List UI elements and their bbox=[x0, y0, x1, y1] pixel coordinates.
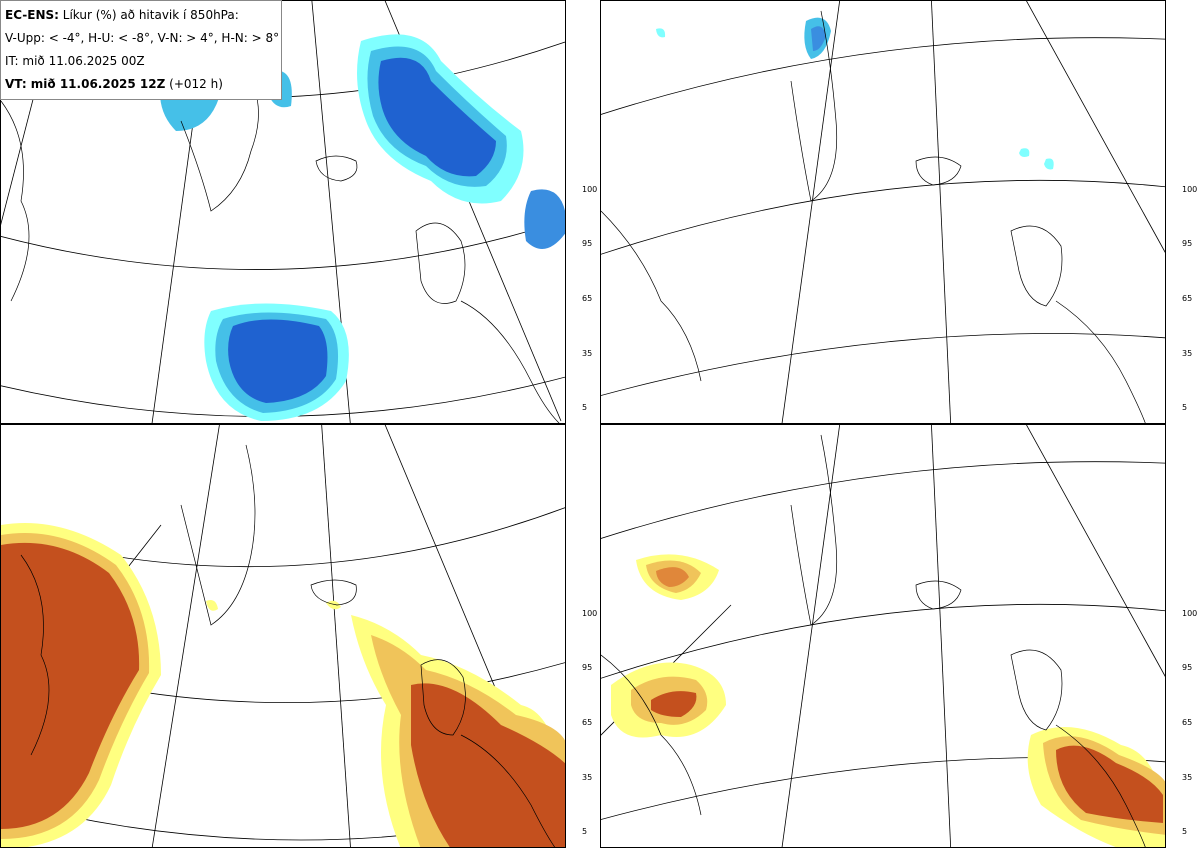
map-canvas bbox=[1, 1, 565, 423]
canada-coast bbox=[601, 210, 702, 382]
greenland-coast bbox=[180, 80, 259, 212]
colorbar-tick: 5 bbox=[582, 403, 588, 412]
map-canvas bbox=[1, 425, 565, 847]
product-name: EC-ENS: bbox=[5, 8, 59, 22]
probability-shading bbox=[160, 34, 565, 421]
colorbar-tick: 65 bbox=[582, 294, 593, 303]
colorbar-tick: 100 bbox=[582, 185, 598, 194]
map-panel-top-left bbox=[0, 0, 566, 424]
valid-time: VT: mið 11.06.2025 12Z bbox=[5, 77, 166, 91]
canada-coast bbox=[1, 100, 30, 302]
europe-coast bbox=[1055, 724, 1146, 847]
longitude-line bbox=[931, 425, 952, 847]
colorbar-tick: 5 bbox=[1182, 403, 1188, 412]
colorbar-tick: 5 bbox=[1182, 827, 1188, 836]
title-line-4: VT: mið 11.06.2025 12Z (+012 h) bbox=[5, 73, 281, 96]
coastlines bbox=[1, 80, 560, 423]
europe-coast bbox=[1055, 300, 1146, 423]
colorbar-tick: 35 bbox=[582, 773, 593, 782]
legend-line: V-Upp: < -4°, H-U: < -8°, V-N: > 4°, H-N… bbox=[5, 31, 280, 45]
map-canvas bbox=[601, 1, 1165, 423]
colorbar-tick: 95 bbox=[1182, 663, 1193, 672]
longitude-line bbox=[931, 1, 952, 423]
canada-coast bbox=[601, 654, 702, 816]
europe-coast bbox=[460, 300, 560, 423]
longitude-line bbox=[781, 425, 841, 847]
iceland-coast bbox=[915, 580, 962, 610]
colorbar-tick: 100 bbox=[1182, 185, 1198, 194]
title-line-1: EC-ENS: Líkur (%) að hitavik í 850hPa: bbox=[5, 4, 281, 27]
colorbar-tick: 95 bbox=[1182, 239, 1193, 248]
longitude-line bbox=[321, 425, 351, 847]
colorbar-tick: 65 bbox=[582, 718, 593, 727]
greenland-coast bbox=[790, 10, 837, 202]
colorbar-tick: 35 bbox=[1182, 773, 1193, 782]
coastlines bbox=[601, 10, 1146, 423]
europe-coast bbox=[460, 734, 556, 847]
iceland-coast bbox=[310, 579, 357, 606]
colorbar-tick: 95 bbox=[582, 239, 593, 248]
map-canvas bbox=[601, 425, 1165, 847]
lead-time: (+012 h) bbox=[169, 77, 223, 91]
canada-coast bbox=[20, 554, 50, 756]
latitude-line bbox=[1, 219, 565, 270]
longitude-line bbox=[151, 425, 220, 847]
colorbar-tick: 35 bbox=[1182, 349, 1193, 358]
british-isles-coast bbox=[415, 222, 466, 304]
latitude-line bbox=[601, 179, 1165, 255]
longitude-line bbox=[1026, 425, 1165, 677]
colorbar-tick: 65 bbox=[1182, 294, 1193, 303]
iceland-coast bbox=[915, 156, 962, 186]
probability-shading bbox=[1, 523, 565, 847]
colorbar-tick: 100 bbox=[582, 609, 598, 618]
map-panel-top-right bbox=[600, 0, 1166, 424]
latitude-line bbox=[601, 37, 1165, 115]
iceland-coast bbox=[315, 155, 358, 182]
latitude-line bbox=[601, 461, 1165, 539]
colorbar-tick: 65 bbox=[1182, 718, 1193, 727]
latitude-line bbox=[601, 333, 1165, 396]
product-description: Líkur (%) að hitavik í 850hPa: bbox=[62, 8, 239, 22]
greenland-coast bbox=[790, 434, 837, 626]
latitude-line bbox=[1, 376, 565, 417]
map-panel-bottom-right bbox=[600, 424, 1166, 848]
colorbar-tick: 5 bbox=[582, 827, 588, 836]
british-isles-coast bbox=[1010, 649, 1063, 731]
title-box: EC-ENS: Líkur (%) að hitavik í 850hPa: V… bbox=[0, 0, 282, 100]
coastlines bbox=[20, 444, 556, 847]
map-panel-bottom-left bbox=[0, 424, 566, 848]
longitude-line bbox=[781, 1, 841, 423]
british-isles-coast bbox=[1010, 225, 1063, 307]
coastlines bbox=[601, 434, 1146, 847]
colorbar-tick: 95 bbox=[582, 663, 593, 672]
colorbar-tick: 35 bbox=[582, 349, 593, 358]
greenland-coast bbox=[180, 444, 256, 626]
british-isles-coast bbox=[420, 659, 466, 736]
longitude-line bbox=[1026, 1, 1165, 253]
probability-shading bbox=[611, 554, 1165, 847]
latitude-line bbox=[601, 603, 1165, 679]
colorbar-tick: 100 bbox=[1182, 609, 1198, 618]
init-time: IT: mið 11.06.2025 00Z bbox=[5, 54, 145, 68]
